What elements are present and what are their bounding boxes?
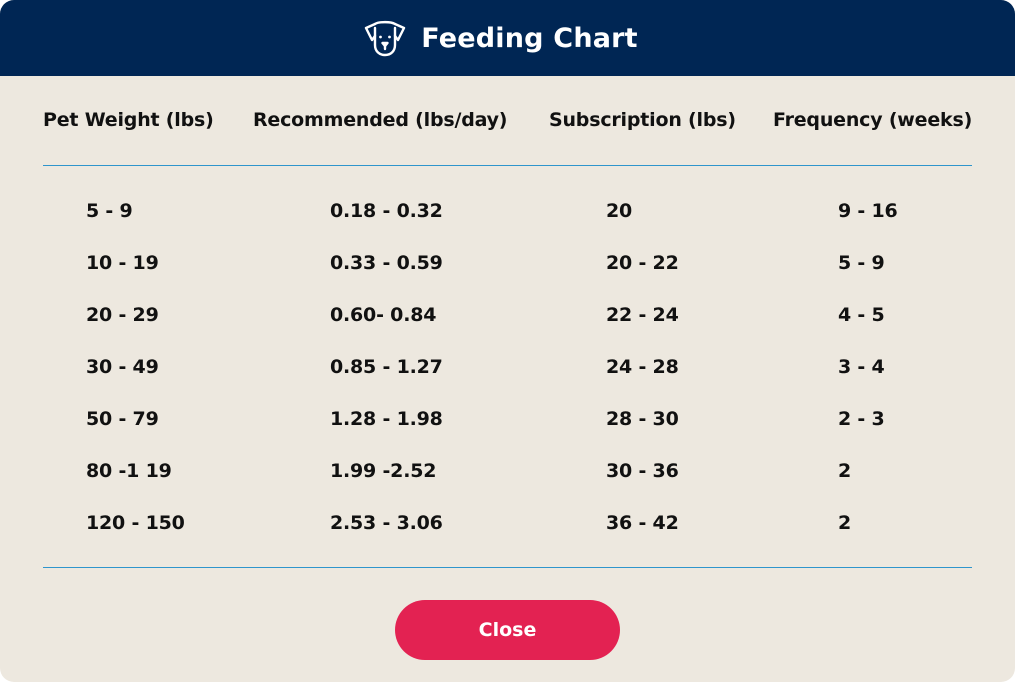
table-cell: 0.18 - 0.32 xyxy=(330,200,443,222)
column-header-pet-weight: Pet Weight (lbs) xyxy=(43,109,214,131)
table-cell: 1.28 - 1.98 xyxy=(330,408,443,430)
table-cell: 36 - 42 xyxy=(606,512,679,534)
table-cell: 20 - 22 xyxy=(606,252,679,274)
table-cell: 28 - 30 xyxy=(606,408,679,430)
table-cell: 2 - 3 xyxy=(838,408,885,430)
table-cell: 2 xyxy=(838,460,852,482)
table-cell: 0.60- 0.84 xyxy=(330,304,437,326)
table-cell: 2.53 - 3.06 xyxy=(330,512,443,534)
dog-face-icon xyxy=(363,16,407,60)
table-cell: 120 - 150 xyxy=(86,512,185,534)
header-divider xyxy=(43,165,972,166)
table-cell: 24 - 28 xyxy=(606,356,679,378)
table-cell: 30 - 49 xyxy=(86,356,159,378)
table-cell: 9 - 16 xyxy=(838,200,898,222)
column-header-recommended: Recommended (lbs/day) xyxy=(253,109,508,131)
column-header-frequency: Frequency (weeks) xyxy=(773,109,973,131)
table-cell: 0.33 - 0.59 xyxy=(330,252,443,274)
table-cell: 2 xyxy=(838,512,852,534)
table-cell: 80 -1 19 xyxy=(86,460,172,482)
modal-title: Feeding Chart xyxy=(421,22,638,54)
table-cell: 1.99 -2.52 xyxy=(330,460,437,482)
table-cell: 5 - 9 xyxy=(838,252,885,274)
table-cell: 0.85 - 1.27 xyxy=(330,356,443,378)
footer-divider xyxy=(43,567,972,568)
modal-header: Feeding Chart xyxy=(0,0,1015,76)
table-cell: 20 xyxy=(606,200,633,222)
column-header-subscription: Subscription (lbs) xyxy=(549,109,736,131)
table-cell: 50 - 79 xyxy=(86,408,159,430)
table-cell: 22 - 24 xyxy=(606,304,679,326)
table-cell: 4 - 5 xyxy=(838,304,885,326)
table-cell: 20 - 29 xyxy=(86,304,159,326)
table-cell: 3 - 4 xyxy=(838,356,885,378)
table-cell: 30 - 36 xyxy=(606,460,679,482)
table-cell: 10 - 19 xyxy=(86,252,159,274)
table-cell: 5 - 9 xyxy=(86,200,133,222)
close-button[interactable]: Close xyxy=(395,600,620,660)
